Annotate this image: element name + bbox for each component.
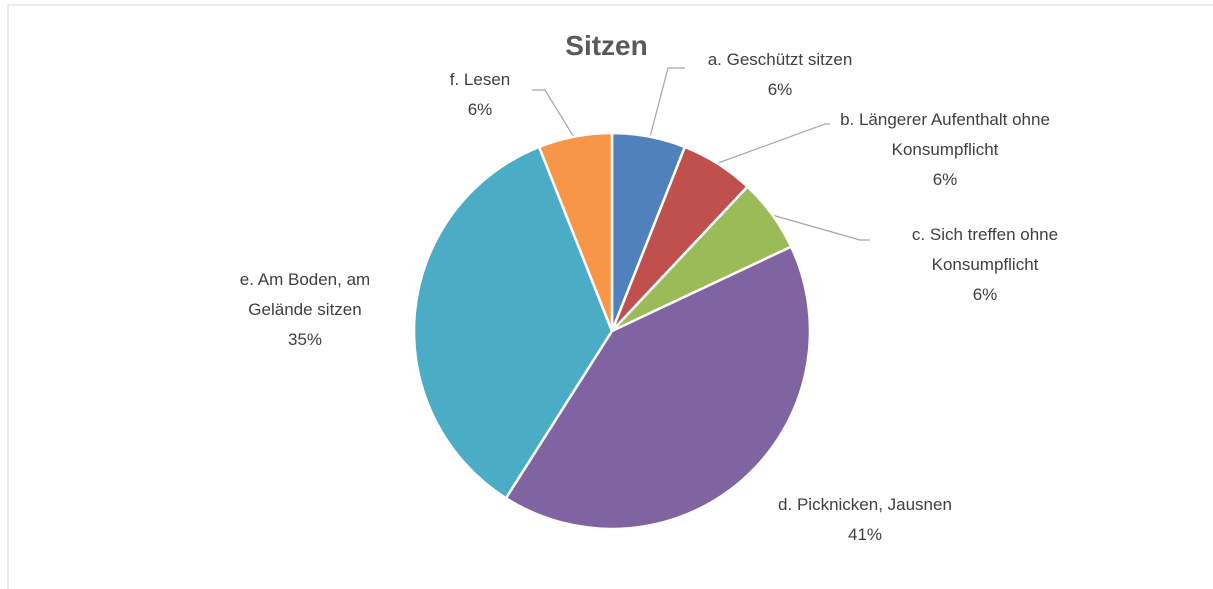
data-label: f. Lesen 6% — [420, 65, 540, 125]
leader-line — [649, 67, 685, 138]
chart-frame — [7, 4, 1213, 589]
category-label: b. Längerer Aufenthalt ohne Konsumpflich… — [840, 110, 1050, 159]
data-label: e. Am Boden, am Gelände sitzen 35% — [215, 265, 395, 355]
value-label: 41% — [847, 525, 883, 544]
pie-slice — [412, 145, 614, 500]
pie-slice — [537, 131, 614, 332]
category-label: d. Picknicken, Jausnen — [778, 495, 952, 514]
value-label: 6% — [972, 285, 998, 304]
value-label: 35% — [287, 330, 323, 349]
category-label: a. Geschützt sitzen — [707, 50, 853, 69]
category-label: c. Sich treffen ohne Konsumpflicht — [911, 225, 1059, 274]
leader-line — [771, 214, 870, 241]
data-label: d. Picknicken, Jausnen 41% — [745, 490, 985, 550]
leader-line — [717, 123, 830, 164]
chart-title: Sitzen — [565, 30, 648, 61]
value-label: 6% — [932, 170, 958, 189]
data-label: a. Geschützt sitzen 6% — [680, 45, 880, 105]
value-label: 6% — [767, 80, 793, 99]
category-label: f. Lesen — [449, 70, 511, 89]
pie-slice — [504, 245, 812, 531]
category-label: e. Am Boden, am Gelände sitzen — [239, 270, 371, 319]
data-label: b. Längerer Aufenthalt ohne Konsumpflich… — [825, 105, 1065, 195]
data-label: c. Sich treffen ohne Konsumpflicht 6% — [870, 220, 1100, 310]
leader-line — [532, 89, 576, 140]
value-label: 6% — [467, 100, 493, 119]
